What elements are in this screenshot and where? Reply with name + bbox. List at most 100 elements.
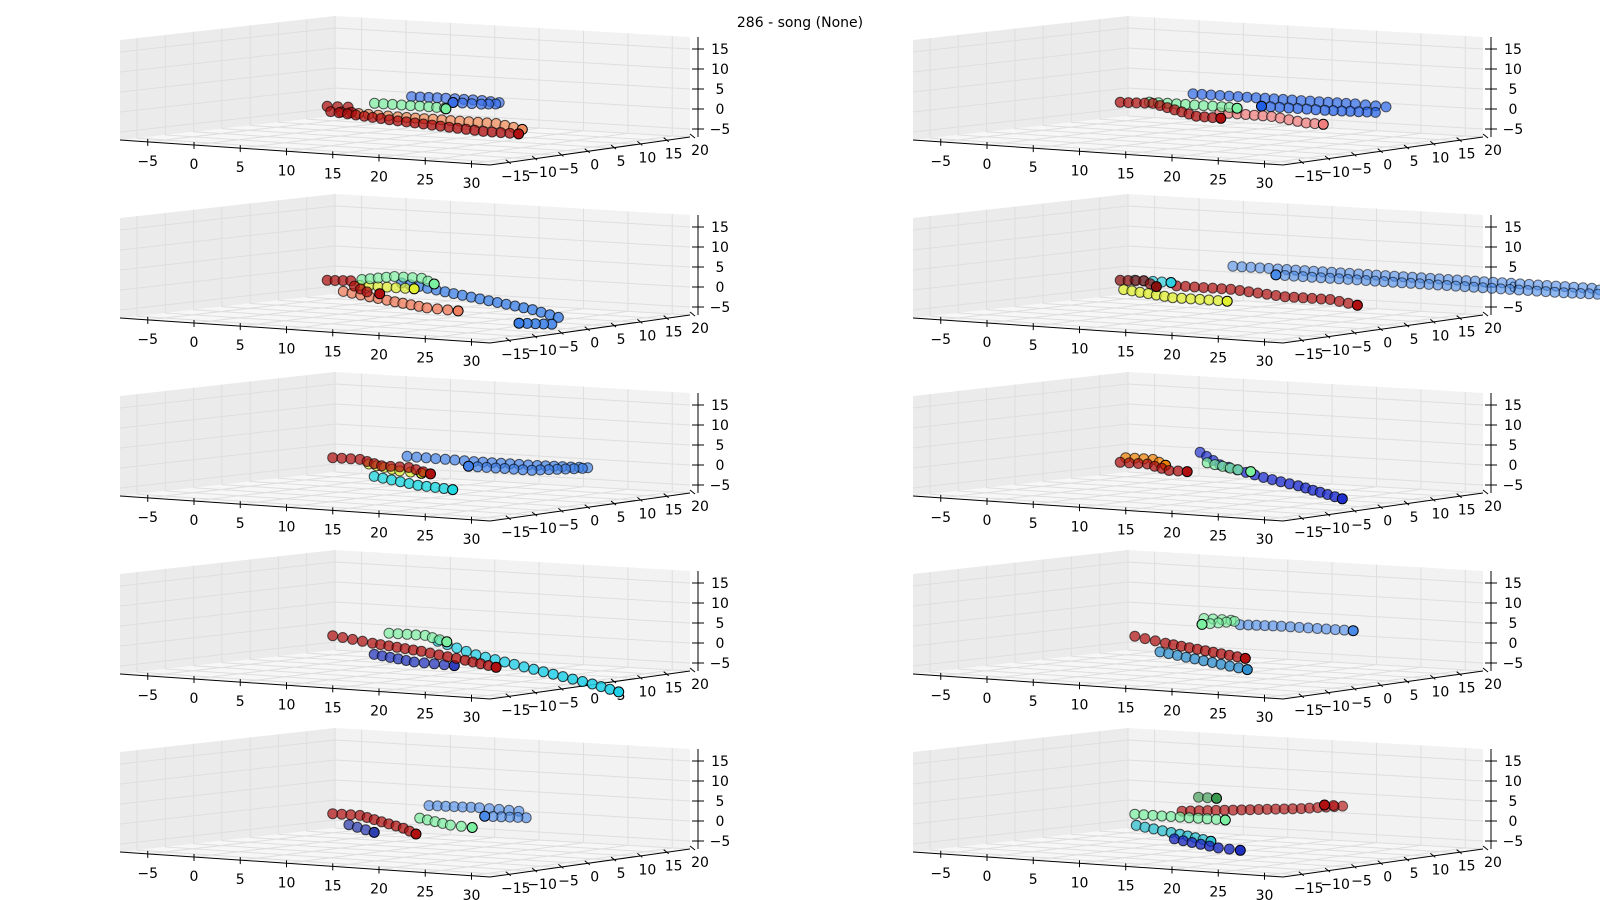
- data-point: [1450, 280, 1462, 292]
- y-gridline: [306, 731, 664, 854]
- x-tick-label: 25: [416, 173, 434, 189]
- data-point: [474, 293, 486, 305]
- data-point: [1369, 275, 1381, 287]
- data-point: [1540, 286, 1552, 298]
- y-tick: [610, 678, 617, 684]
- data-point: [1212, 842, 1224, 854]
- x-tick-label: 30: [463, 532, 481, 548]
- data-point: [1210, 813, 1222, 825]
- data-point: [1150, 281, 1162, 293]
- x-tick-label: 30: [1256, 176, 1274, 192]
- series-1: [401, 450, 594, 476]
- data-point: [1256, 100, 1267, 112]
- y-tick-label: −5: [1351, 517, 1372, 533]
- y-tick-label: 5: [1410, 866, 1419, 882]
- data-point: [1149, 635, 1161, 647]
- data-point: [1202, 792, 1213, 804]
- y-tick-label: 15: [1458, 681, 1476, 697]
- z-tick-label: 10: [1504, 62, 1522, 78]
- data-point: [383, 627, 395, 639]
- data-point: [1205, 89, 1217, 101]
- y-tick-label: −15: [501, 169, 531, 185]
- y-tick-label: 0: [1383, 336, 1392, 352]
- data-point: [389, 271, 400, 282]
- data-point: [1156, 810, 1168, 822]
- data-point: [1148, 823, 1160, 835]
- y-tick: [1377, 860, 1384, 866]
- data-point: [1274, 101, 1286, 113]
- y-tick-label: 0: [590, 692, 599, 708]
- y-tick: [531, 511, 538, 517]
- y-tick: [1456, 849, 1462, 855]
- z-gridline: [119, 581, 691, 607]
- data-point: [1558, 287, 1570, 299]
- data-point: [378, 98, 389, 110]
- z-gridline: [119, 423, 691, 449]
- data-point: [336, 808, 348, 820]
- x-tick-label: 25: [1209, 351, 1227, 367]
- axes-lines: [912, 749, 1497, 880]
- x-tick-label: 10: [1071, 697, 1089, 713]
- z-tick-label: 10: [711, 240, 729, 256]
- x-tick-label: 15: [1117, 522, 1135, 538]
- series-1: [406, 91, 505, 110]
- data-point: [1283, 102, 1295, 114]
- series-4: [1114, 456, 1193, 478]
- z-tick-label: 10: [1504, 596, 1522, 612]
- x-tick-label: 25: [1209, 885, 1227, 900]
- data-point: [1177, 835, 1189, 847]
- data-point: [1163, 465, 1175, 476]
- data-point: [499, 463, 511, 474]
- y-axis-line: [489, 492, 691, 522]
- x-tick-label: 30: [463, 710, 481, 726]
- x-tick-label: −5: [930, 332, 951, 348]
- data-point: [1270, 290, 1282, 301]
- y-gridline: [929, 572, 1299, 698]
- y-tick: [1298, 693, 1305, 699]
- data-point: [1245, 466, 1257, 478]
- z-tick-label: 10: [1504, 774, 1522, 790]
- data-point: [1293, 621, 1305, 633]
- data-point: [442, 651, 454, 663]
- x-tick-label: 5: [236, 516, 245, 532]
- y-tick: [1298, 337, 1305, 343]
- y-tick-label: 10: [1431, 328, 1449, 344]
- y-tick-label: −10: [1320, 165, 1350, 181]
- y-tick: [1430, 496, 1436, 502]
- z-tick-label: 5: [1509, 260, 1518, 276]
- y-tick: [1324, 689, 1331, 695]
- x-tick-label: 5: [236, 338, 245, 354]
- y-tick: [1482, 311, 1489, 317]
- z-gridline: [119, 225, 691, 251]
- z-gridline: [912, 759, 1484, 785]
- y-gridline: [1099, 197, 1457, 320]
- z-tick-label: 15: [1504, 754, 1522, 770]
- data-point: [456, 289, 468, 301]
- series-3: [1154, 646, 1253, 676]
- series-4: [327, 808, 422, 840]
- x-tick-label: −5: [137, 332, 158, 348]
- x-tick-label: 15: [324, 344, 342, 360]
- x-axis-line: [119, 317, 491, 344]
- y-gridline: [164, 746, 533, 872]
- y-gridline: [334, 194, 691, 316]
- data-point: [424, 647, 436, 659]
- y-tick: [689, 133, 696, 139]
- data-point: [337, 632, 349, 643]
- data-point: [385, 460, 397, 472]
- data-point: [440, 103, 452, 115]
- data-point: [1270, 269, 1282, 281]
- side-pane: [913, 372, 1128, 496]
- data-point: [577, 676, 588, 687]
- y-tick-label: 0: [590, 336, 599, 352]
- gridlines: [912, 16, 1484, 165]
- z-gridline: [119, 759, 691, 785]
- y-tick-label: −10: [527, 877, 557, 893]
- y-tick-label: 0: [590, 158, 599, 174]
- x-tick-label: 20: [1163, 704, 1181, 720]
- x-tick-label: 0: [190, 335, 199, 351]
- x-tick-label: −5: [137, 866, 158, 882]
- z-gridline: [912, 423, 1484, 449]
